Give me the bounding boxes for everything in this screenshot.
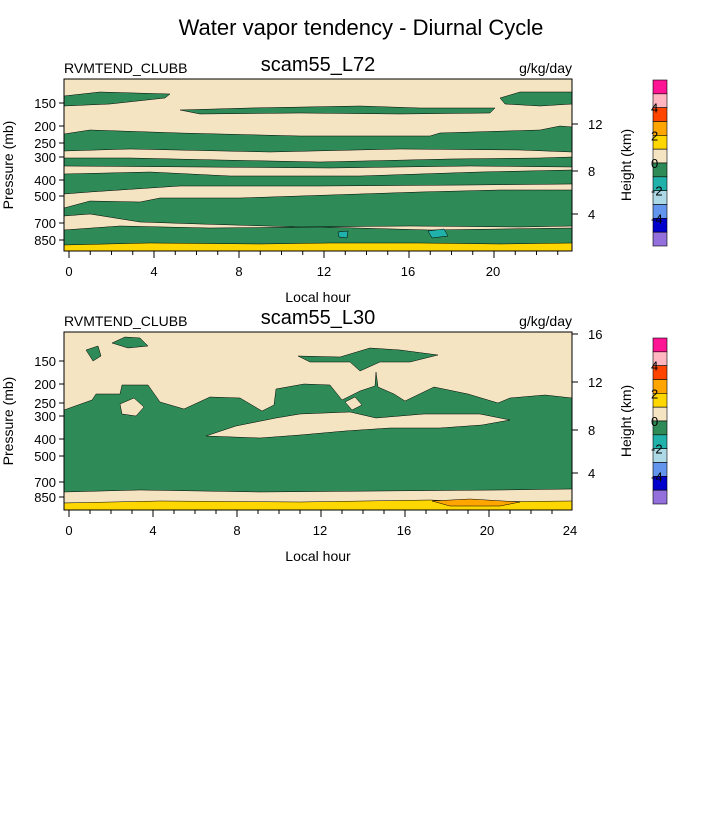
panel-1-y-right-axis-label: Height (km)	[618, 129, 634, 201]
panel-1-negative-patch-150-mid	[179, 105, 496, 115]
panel-2-y-tick-label: 500	[34, 449, 56, 464]
panel-2-frame	[63, 331, 573, 511]
panel-2-colorbar: 4 2 0 -2 -4	[651, 337, 668, 505]
panel-2: RVMTEND_CLUBB scam55_L30 g/kg/day Pressu…	[0, 307, 668, 564]
panel-2-surface-orange-patch	[431, 498, 521, 507]
panel-2-y-axis-label: Pressure (mb)	[0, 377, 16, 466]
panel-2-y-tick-label: 150	[34, 354, 56, 369]
panel-2-y-tick-label: 700	[34, 475, 56, 490]
panel-1-y-tick-label: 150	[34, 96, 56, 111]
panel-2-positive-pocket-200	[344, 396, 363, 411]
panel-2-case-title: scam55_L30	[261, 307, 376, 329]
panel-2-x-ticks: 0 4 8 12 16 20 24	[65, 510, 577, 538]
panel-1-y-tick-label: 400	[34, 173, 56, 188]
figure-title: Water vapor tendency - Diurnal Cycle	[179, 15, 544, 40]
panel-1-y-tick-label: 300	[34, 150, 56, 165]
panel-2-negative-patch-hour-3	[111, 336, 149, 349]
panel-2-y-right-tick-label: 8	[588, 423, 595, 438]
panel-1-units-label: g/kg/day	[519, 60, 572, 76]
panel-2-negative-patch-150-hour-14	[297, 347, 439, 372]
panel-1-colorbar-swatch	[652, 79, 668, 95]
panel-2-colorbar-swatch	[652, 337, 668, 353]
panel-2-x-tick-label: 4	[149, 523, 156, 538]
panel-2-positive-pocket-400	[205, 411, 511, 439]
panel-1-colorbar-label: -4	[651, 211, 663, 226]
panel-1-x-axis-label: Local hour	[285, 289, 351, 305]
panel-1-y-tick-label: 500	[34, 189, 56, 204]
panel-1-y-right-tick-label: 12	[588, 117, 602, 132]
panel-1-colorbar-label: 2	[651, 128, 658, 143]
panel-2-contour-field	[63, 331, 573, 511]
panel-2-y-tick-label: 200	[34, 377, 56, 392]
panel-1-negative-band-250	[63, 125, 573, 153]
panel-1-x-tick-label: 16	[401, 264, 415, 279]
panel-2-colorbar-label: -4	[651, 469, 663, 484]
panel-1-variable-label: RVMTEND_CLUBB	[64, 60, 187, 76]
panel-1-x-tick-label: 12	[317, 264, 331, 279]
panel-2-positive-pocket-hour-4	[119, 397, 145, 417]
panel-2-y-right-tick-label: 12	[588, 375, 602, 390]
panel-1-x-tick-label: 4	[150, 264, 157, 279]
panel-1-x-tick-label: 0	[65, 264, 72, 279]
panel-1-teal-patch-hour-13	[337, 230, 349, 239]
panel-1-y-tick-label: 700	[34, 216, 56, 231]
panel-1-y-tick-label: 200	[34, 119, 56, 134]
panel-2-y-right-tick-label: 4	[588, 466, 595, 481]
panel-2-x-tick-label: 12	[313, 523, 327, 538]
panel-1-contour-field	[63, 78, 573, 252]
panel-1-x-tick-label: 20	[486, 264, 500, 279]
panel-2-x-tick-label: 0	[65, 523, 72, 538]
panel-1-y-right-ticks: 4 8 12	[572, 117, 602, 222]
panel-1-case-title: scam55_L72	[261, 54, 376, 76]
panel-2-colorbar-label: -2	[651, 442, 663, 457]
panel-1-colorbar-label: 4	[651, 101, 658, 116]
panel-1-y-axis-label: Pressure (mb)	[0, 121, 16, 210]
panel-2-colorbar-label: 4	[651, 359, 658, 374]
panel-1-x-ticks: 0 4 8 12 16 20	[65, 251, 559, 279]
panel-2-negative-patch-hour-1	[85, 345, 102, 362]
panel-2-x-tick-label: 8	[233, 523, 240, 538]
panel-1-y-right-tick-label: 4	[588, 207, 595, 222]
panel-2-y-tick-label: 300	[34, 409, 56, 424]
panel-2-colorbar-label: 2	[651, 386, 658, 401]
panel-1-y-tick-label: 250	[34, 136, 56, 151]
panel-1-colorbar-swatch	[652, 231, 668, 247]
panel-2-y-tick-label: 850	[34, 490, 56, 505]
panel-1-y-tick-label: 850	[34, 233, 56, 248]
panel-2-y-right-axis-label: Height (km)	[618, 385, 634, 457]
panel-1: RVMTEND_CLUBB scam55_L72 g/kg/day Pressu…	[0, 54, 668, 305]
panel-2-x-tick-label: 16	[397, 523, 411, 538]
panel-1-surface-positive-layer	[63, 242, 573, 252]
panel-2-colorbar-label: 0	[651, 414, 658, 429]
panel-2-colorbar-swatch	[652, 489, 668, 505]
panel-1-colorbar-label: -2	[651, 184, 663, 199]
panel-1-colorbar-label: 0	[651, 156, 658, 171]
panel-2-y-right-tick-label: 16	[588, 327, 602, 342]
panel-2-y-right-ticks: 4 8 12 16	[572, 327, 602, 481]
panel-2-x-axis-label: Local hour	[285, 548, 351, 564]
panel-2-units-label: g/kg/day	[519, 313, 572, 329]
panel-1-x-tick-label: 8	[235, 264, 242, 279]
panel-1-colorbar: 4 2 0 -2 -4	[651, 79, 668, 247]
panel-2-y-tick-label: 400	[34, 432, 56, 447]
panel-1-y-right-tick-label: 8	[588, 164, 595, 179]
panel-2-x-tick-label: 24	[563, 523, 577, 538]
panel-2-x-tick-label: 20	[480, 523, 494, 538]
panel-2-y-tick-label: 250	[34, 396, 56, 411]
panel-2-variable-label: RVMTEND_CLUBB	[64, 313, 187, 329]
panel-1-frame	[63, 78, 573, 252]
panel-1-teal-patch-hour-17	[427, 228, 449, 239]
